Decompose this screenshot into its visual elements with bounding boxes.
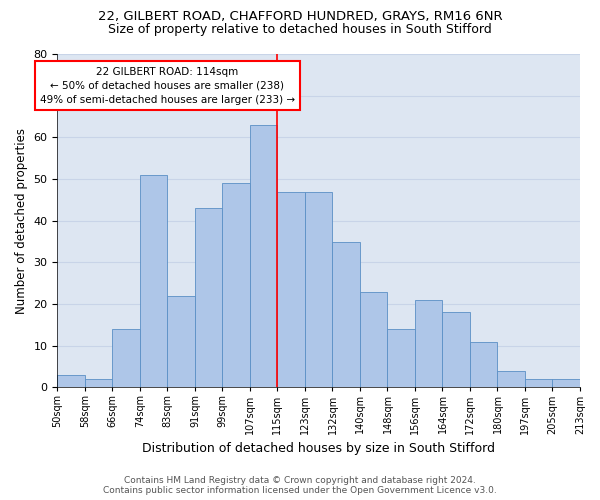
Bar [553, 379, 580, 388]
Bar [525, 379, 553, 388]
Bar [223, 183, 250, 388]
Bar [167, 296, 195, 388]
Y-axis label: Number of detached properties: Number of detached properties [15, 128, 28, 314]
Bar [470, 342, 497, 388]
Bar [140, 175, 167, 388]
Bar [415, 300, 442, 388]
Bar [250, 125, 277, 388]
Bar [497, 370, 525, 388]
Bar [360, 292, 388, 388]
Bar [388, 329, 415, 388]
Text: 22 GILBERT ROAD: 114sqm
← 50% of detached houses are smaller (238)
49% of semi-d: 22 GILBERT ROAD: 114sqm ← 50% of detache… [40, 66, 295, 104]
Text: Contains HM Land Registry data © Crown copyright and database right 2024.
Contai: Contains HM Land Registry data © Crown c… [103, 476, 497, 495]
Bar [195, 208, 223, 388]
Text: Size of property relative to detached houses in South Stifford: Size of property relative to detached ho… [108, 22, 492, 36]
Bar [85, 379, 112, 388]
X-axis label: Distribution of detached houses by size in South Stifford: Distribution of detached houses by size … [142, 442, 495, 455]
Bar [305, 192, 332, 388]
Bar [442, 312, 470, 388]
Bar [112, 329, 140, 388]
Text: 22, GILBERT ROAD, CHAFFORD HUNDRED, GRAYS, RM16 6NR: 22, GILBERT ROAD, CHAFFORD HUNDRED, GRAY… [98, 10, 502, 23]
Bar [277, 192, 305, 388]
Bar [58, 375, 85, 388]
Bar [332, 242, 360, 388]
